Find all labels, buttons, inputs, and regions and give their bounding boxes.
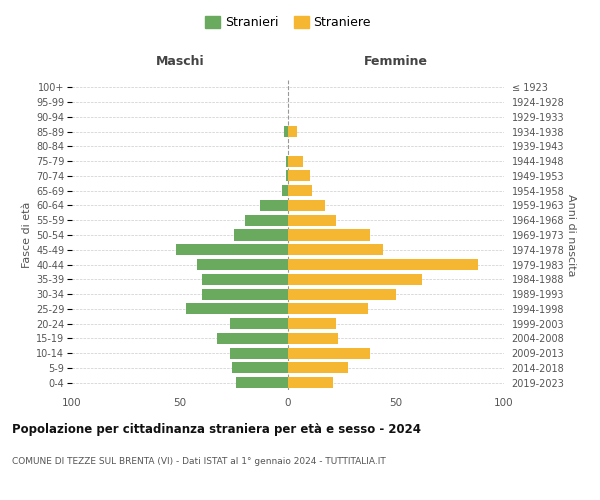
Bar xyxy=(288,156,303,166)
Y-axis label: Anni di nascita: Anni di nascita xyxy=(566,194,575,276)
Text: Popolazione per cittadinanza straniera per età e sesso - 2024: Popolazione per cittadinanza straniera p… xyxy=(12,422,421,436)
Bar xyxy=(234,230,288,240)
Bar xyxy=(288,126,296,137)
Bar xyxy=(288,214,335,226)
Bar xyxy=(288,274,422,285)
Bar xyxy=(288,185,312,196)
Bar xyxy=(288,318,335,329)
Text: Maschi: Maschi xyxy=(155,55,205,68)
Bar xyxy=(288,304,368,314)
Bar xyxy=(288,333,338,344)
Bar xyxy=(288,200,325,211)
Bar xyxy=(288,230,370,240)
Legend: Stranieri, Straniere: Stranieri, Straniere xyxy=(200,11,376,34)
Bar xyxy=(197,259,288,270)
Bar xyxy=(176,244,288,256)
Bar xyxy=(217,333,288,344)
Bar xyxy=(288,259,478,270)
Bar xyxy=(288,288,396,300)
Bar xyxy=(202,288,288,300)
Bar xyxy=(286,170,288,181)
Y-axis label: Fasce di età: Fasce di età xyxy=(22,202,32,268)
Bar xyxy=(230,318,288,329)
Bar xyxy=(260,200,288,211)
Text: COMUNE DI TEZZE SUL BRENTA (VI) - Dati ISTAT al 1° gennaio 2024 - TUTTITALIA.IT: COMUNE DI TEZZE SUL BRENTA (VI) - Dati I… xyxy=(12,458,386,466)
Bar xyxy=(286,156,288,166)
Text: Femmine: Femmine xyxy=(364,55,428,68)
Bar xyxy=(284,126,288,137)
Bar xyxy=(187,304,288,314)
Bar xyxy=(281,185,288,196)
Bar xyxy=(245,214,288,226)
Bar xyxy=(230,348,288,358)
Bar xyxy=(288,362,349,374)
Bar xyxy=(288,377,334,388)
Bar xyxy=(288,348,370,358)
Bar xyxy=(236,377,288,388)
Bar xyxy=(232,362,288,374)
Bar xyxy=(288,244,383,256)
Bar xyxy=(288,170,310,181)
Bar xyxy=(202,274,288,285)
